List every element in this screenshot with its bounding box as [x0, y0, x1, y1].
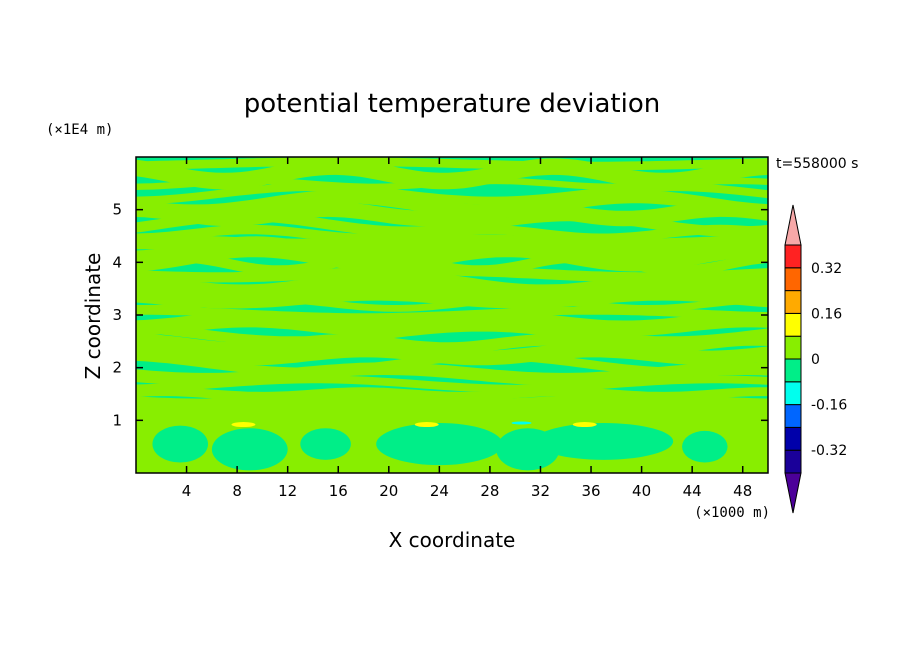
x-tick-label: 40	[632, 482, 651, 500]
colorbar-label: 0.32	[811, 261, 842, 277]
x-tick-label: 24	[430, 482, 449, 500]
contour-blob	[152, 425, 209, 463]
contour-blob	[300, 428, 351, 460]
contour-streak	[136, 306, 768, 322]
x-tick-label: 48	[733, 482, 752, 500]
colorbar-box	[784, 381, 802, 406]
x-tick-label: 28	[480, 482, 499, 500]
colorbar-box	[784, 426, 802, 451]
x-axis-unit: (×1000 m)	[694, 505, 770, 521]
colorbar-box	[784, 404, 802, 428]
local-maximum	[414, 422, 439, 428]
colorbar-box	[784, 335, 802, 360]
y-tick-label: 1	[112, 411, 122, 429]
y-tick-label: 2	[112, 359, 122, 377]
colorbar-box	[784, 312, 802, 337]
x-tick-label: 20	[379, 482, 398, 500]
chart-title: potential temperature deviation	[244, 89, 660, 119]
colorbar: -0.32 -0.16 0 0.16 0.32	[784, 204, 847, 514]
x-tick-label: 36	[581, 482, 600, 500]
contour-streak	[136, 351, 768, 377]
contour-blob	[682, 430, 728, 463]
contour-blob	[376, 422, 503, 466]
x-tick-label: 44	[683, 482, 702, 500]
contour-blob	[211, 428, 288, 471]
x-axis: 4 8 12 16 20 24 28 32 36 40 44 48	[182, 157, 752, 500]
x-tick-label: 16	[329, 482, 348, 500]
colorbar-high-extension	[784, 204, 802, 246]
colorbar-box	[784, 358, 802, 383]
contour-streak	[136, 265, 768, 283]
contour-streak	[136, 387, 768, 401]
contour-streak	[136, 270, 768, 298]
contour-blobs	[136, 419, 768, 473]
colorbar-box	[784, 244, 802, 269]
contour-streak	[136, 321, 768, 347]
y-axis: 1 2 3 4 5	[112, 201, 768, 429]
local-maximum	[572, 422, 597, 428]
colorbar-box	[784, 290, 802, 314]
colorbar-box	[784, 267, 802, 292]
y-axis-unit: (×1E4 m)	[46, 122, 113, 138]
y-tick-label: 5	[112, 201, 122, 219]
colorbar-box	[784, 449, 802, 474]
x-axis-label: X coordinate	[389, 528, 516, 552]
time-label: t=558000 s	[776, 156, 858, 172]
colorbar-low-extension	[784, 472, 802, 514]
contour-streak	[136, 190, 768, 218]
local-minimum	[511, 421, 532, 425]
y-tick-label: 3	[112, 306, 122, 324]
colorbar-label: 0	[811, 352, 820, 368]
x-tick-label: 8	[232, 482, 242, 500]
local-maximum	[231, 422, 256, 428]
x-tick-label: 12	[278, 482, 297, 500]
contour-streak	[136, 157, 768, 171]
colorbar-label: -0.16	[811, 398, 847, 414]
y-axis-label: Z coordinate	[81, 253, 105, 380]
x-tick-label: 4	[182, 482, 192, 500]
x-tick-label: 32	[531, 482, 550, 500]
colorbar-label: -0.32	[811, 443, 847, 459]
y-tick-label: 4	[112, 253, 122, 271]
colorbar-label: 0.16	[811, 306, 842, 322]
plot-area	[135, 156, 769, 474]
contour-blob	[534, 422, 674, 460]
